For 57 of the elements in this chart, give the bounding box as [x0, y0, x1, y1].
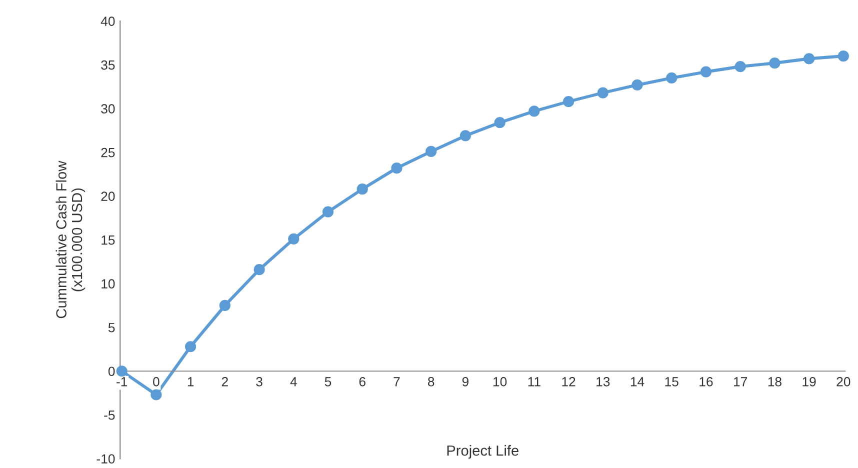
point	[356, 184, 368, 195]
x-tick-label: 14	[630, 377, 644, 386]
x-tick-label: 7	[394, 377, 400, 386]
point	[700, 66, 712, 78]
x-tick-label: 5	[324, 377, 332, 386]
x-tick-label: 8	[428, 377, 434, 386]
point	[632, 79, 643, 91]
y-tick-label: 0	[108, 366, 115, 376]
x-tick-label: 19	[802, 377, 816, 386]
x-tick-label: 12	[562, 377, 576, 386]
point	[528, 106, 540, 117]
x-tick-label: 6	[359, 377, 366, 386]
point	[460, 130, 471, 142]
x-tick-label: 3	[256, 377, 262, 386]
point	[838, 50, 849, 62]
y-tick-label: -5	[104, 410, 115, 420]
x-tick-label: 16	[700, 377, 713, 386]
point	[494, 117, 506, 128]
point	[185, 341, 196, 352]
point	[426, 146, 437, 158]
point	[666, 72, 678, 84]
x-tick-label: 15	[665, 377, 678, 386]
x-tick-label: 1	[188, 377, 194, 386]
x-tick-label: 18	[768, 377, 782, 386]
y-tick-label: 15	[102, 236, 115, 245]
y-axis-title: Cummulative Cash Flow (x100.000 USD)	[56, 160, 86, 318]
x-tick-label: 9	[462, 377, 468, 386]
y-tick-label: 30	[101, 104, 115, 114]
x-tick-label: 2	[222, 377, 228, 386]
y-tick-label: -10	[96, 454, 115, 464]
point	[803, 53, 815, 64]
x-tick-label: 0	[153, 377, 160, 386]
x-tick-label: 20	[836, 377, 850, 386]
x-tick-label: 4	[290, 377, 297, 386]
y-tick-label: 5	[108, 323, 115, 332]
point	[254, 264, 265, 276]
x-tick-label: 10	[493, 377, 507, 386]
y-tick-label: 40	[100, 16, 115, 26]
x-tick-label: 17	[734, 377, 748, 386]
y-tick-label: 25	[101, 148, 115, 158]
point	[288, 233, 300, 245]
x-tick-label: 11	[528, 377, 540, 386]
point	[116, 366, 128, 377]
point	[769, 58, 780, 69]
point	[322, 206, 334, 218]
point	[391, 162, 402, 174]
point	[562, 96, 574, 108]
x-tick-label: 13	[596, 377, 610, 386]
point	[734, 61, 746, 72]
x-tick-label: -1	[116, 377, 128, 386]
point	[150, 389, 162, 400]
y-tick-label: 20	[101, 192, 115, 202]
y-tick-label: 35	[101, 60, 115, 70]
point	[219, 300, 230, 312]
y-tick-label: 10	[102, 279, 115, 289]
point	[597, 87, 608, 98]
x-axis-title: Project Life	[447, 445, 518, 459]
